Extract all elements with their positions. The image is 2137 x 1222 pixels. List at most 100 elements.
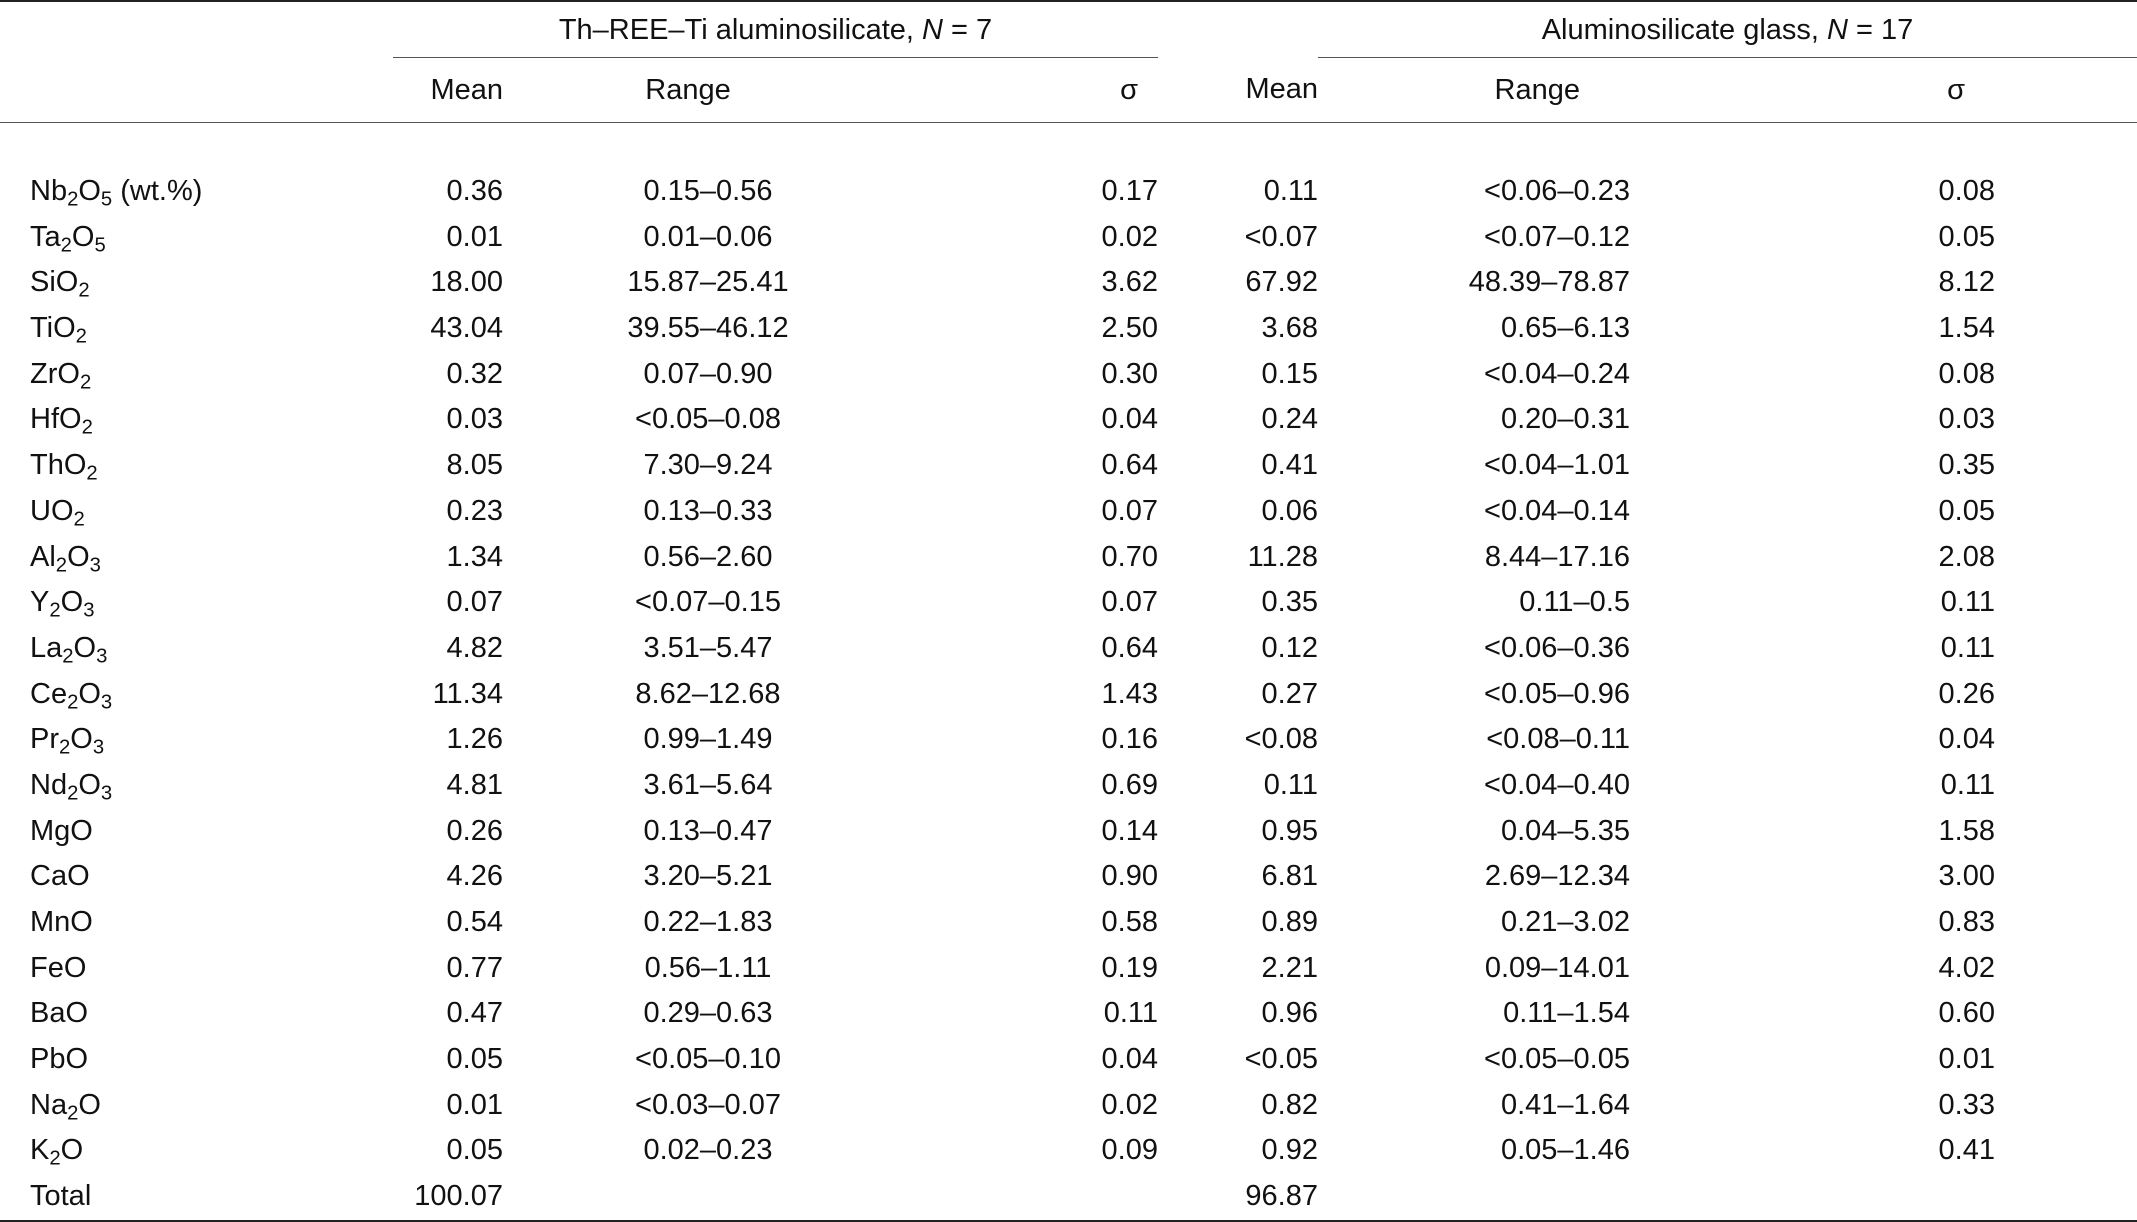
range-value-2 <box>1318 1173 1630 1222</box>
sigma-value-1 <box>873 1173 1158 1222</box>
group-header-row: Th–REE–Ti aluminosilicate, N = 7 Alumino… <box>0 1 2137 58</box>
sigma-value-1: 0.90 <box>1101 860 1158 893</box>
oxide-mid: O <box>78 1088 101 1121</box>
mean-value-2: 11.28 <box>1247 540 1318 573</box>
oxide-label: Y2O3 <box>0 580 393 626</box>
oxide-base: Pr <box>30 723 59 756</box>
oxide-mid: O <box>71 220 95 253</box>
oxide-base: Ce <box>30 677 68 710</box>
table-row: Y2O3 0.07 <0.07–0.15 0.07 0.35 0.11–0.5 0.11 <box>0 580 2137 626</box>
range-value-1: 8.62–12.68 <box>635 677 781 710</box>
sigma-value-1: 0.30 <box>1101 357 1158 390</box>
oxide-label: ZrO2 <box>0 351 393 397</box>
sigma-value-2: 0.11 <box>1940 586 1995 619</box>
range-value-2: 0.41–1.64 <box>1500 1088 1630 1121</box>
sigma-value-1: 0.02 <box>1101 220 1158 253</box>
oxide-label: Nb2O5 (wt.%) <box>0 169 393 215</box>
group2-n-value: = 17 <box>1847 14 1914 46</box>
mean-value-1: 4.82 <box>446 631 503 664</box>
spacer-row <box>0 123 2137 169</box>
oxide-subscript-2: 3 <box>96 645 108 668</box>
oxide-base: PbO <box>30 1043 89 1076</box>
range-value-1: 0.13–0.33 <box>643 494 773 527</box>
group-header-glass: Aluminosilicate glass, N = 17 <box>1318 1 2137 58</box>
sigma-value-2: 0.41 <box>1938 1134 1995 1167</box>
group2-label: Aluminosilicate glass, <box>1541 14 1828 46</box>
table-row: K2O 0.05 0.02–0.23 0.09 0.92 0.05–1.46 0.41 <box>0 1128 2137 1174</box>
mean-value-2: 67.92 <box>1245 266 1318 299</box>
oxide-suffix: (wt.%) <box>112 175 203 208</box>
mean-value-2: 96.87 <box>1158 1173 1318 1222</box>
mean-value-1: 4.81 <box>446 768 503 801</box>
table-row: Al2O3 1.34 0.56–2.60 0.70 11.28 8.44–17.16 2.0… <box>0 534 2137 580</box>
mean-value-1: 100.07 <box>393 1173 503 1222</box>
sigma-value-2: 0.01 <box>1938 1043 1995 1076</box>
sigma-value-2 <box>1630 1173 1995 1222</box>
range-value-2: 0.21–3.02 <box>1500 906 1630 939</box>
oxide-subscript-2: 5 <box>100 188 113 211</box>
oxide-label: UO2 <box>0 489 393 535</box>
sigma-value-2: 0.35 <box>1938 449 1995 482</box>
range-value-1: 0.56–2.60 <box>643 540 773 573</box>
oxide-subscript-2: 3 <box>100 691 113 714</box>
oxide-subscript-1: 2 <box>75 325 87 348</box>
mean-value-1: 0.23 <box>446 494 503 527</box>
table-row: ZrO2 0.32 0.07–0.90 0.30 0.15 <0.04–0.24 0.08 <box>0 351 2137 397</box>
mean-value-2: 0.06 <box>1261 494 1318 527</box>
oxide-base: SiO <box>30 266 79 299</box>
mean-value-2: 0.35 <box>1261 586 1318 619</box>
sigma-value-1: 0.11 <box>1103 997 1158 1030</box>
oxide-label: HfO2 <box>0 397 393 443</box>
oxide-subscript-1: 2 <box>67 691 79 714</box>
range-value-1: 3.20–5.21 <box>643 860 773 893</box>
col-range-2: Range <box>1494 73 1580 106</box>
oxide-mid: O <box>78 175 101 208</box>
mean-value-1: 0.47 <box>446 997 503 1030</box>
oxide-label: La2O3 <box>0 626 393 672</box>
oxide-label: Al2O3 <box>0 534 393 580</box>
mean-value-2: 0.12 <box>1261 631 1318 664</box>
range-value-2: <0.04–0.40 <box>1484 768 1630 801</box>
range-value-2: 48.39–78.87 <box>1468 266 1630 299</box>
oxide-label: FeO <box>0 945 393 991</box>
group-gap <box>1158 1 1318 58</box>
oxide-label: Ta2O5 <box>0 214 393 260</box>
oxide-subscript-2: 3 <box>92 736 105 759</box>
oxide-subscript-1: 2 <box>55 554 68 577</box>
spare-cell <box>1995 489 2137 535</box>
table-row: MgO 0.26 0.13–0.47 0.14 0.95 0.04–5.35 1.58 <box>0 808 2137 854</box>
oxide-subscript-1: 2 <box>78 280 90 303</box>
oxide-subscript-1: 2 <box>49 599 61 622</box>
col-mean-1: Mean <box>430 73 503 106</box>
table-row: PbO 0.05 <0.05–0.10 0.04 <0.05 <0.05–0.05 0.01 <box>0 1037 2137 1083</box>
sigma-value-1: 0.58 <box>1101 906 1158 939</box>
oxide-mid: O <box>70 723 93 756</box>
oxide-label: K2O <box>0 1128 393 1174</box>
oxide-subscript-2: 3 <box>83 599 95 622</box>
sigma-value-2: 0.05 <box>1938 220 1995 253</box>
range-value-1: 3.61–5.64 <box>643 768 773 801</box>
table-row: TiO2 43.04 39.55–46.12 2.50 3.68 0.65–6.13 1.5… <box>0 306 2137 352</box>
oxide-subscript-1: 2 <box>60 234 72 257</box>
range-value-2: <0.04–0.14 <box>1484 494 1630 527</box>
oxide-base: CaO <box>30 860 90 893</box>
sigma-value-2: 8.12 <box>1938 266 1995 299</box>
range-value-2: <0.07–0.12 <box>1484 220 1630 253</box>
oxide-label: BaO <box>0 991 393 1037</box>
oxide-base: Ta <box>30 220 61 253</box>
range-value-2: <0.06–0.36 <box>1484 631 1630 664</box>
sigma-value-1: 0.07 <box>1101 494 1158 527</box>
oxide-label: SiO2 <box>0 260 393 306</box>
range-value-2: <0.04–0.24 <box>1484 357 1630 390</box>
range-value-2: 0.04–5.35 <box>1500 814 1630 847</box>
spare-cell <box>1995 306 2137 352</box>
table-row: Nb2O5 (wt.%) 0.36 0.15–0.56 0.17 0.11 <0.06–0… <box>0 169 2137 215</box>
oxide-subscript-1: 2 <box>67 1102 79 1125</box>
col-range-1: Range <box>645 73 731 106</box>
group1-label: Th–REE–Ti aluminosilicate, <box>558 14 923 46</box>
spare-cell <box>1995 443 2137 489</box>
col-sigma-1: σ <box>1120 73 1138 106</box>
spare-cell <box>1995 1082 2137 1128</box>
sigma-value-1: 2.50 <box>1101 312 1158 345</box>
